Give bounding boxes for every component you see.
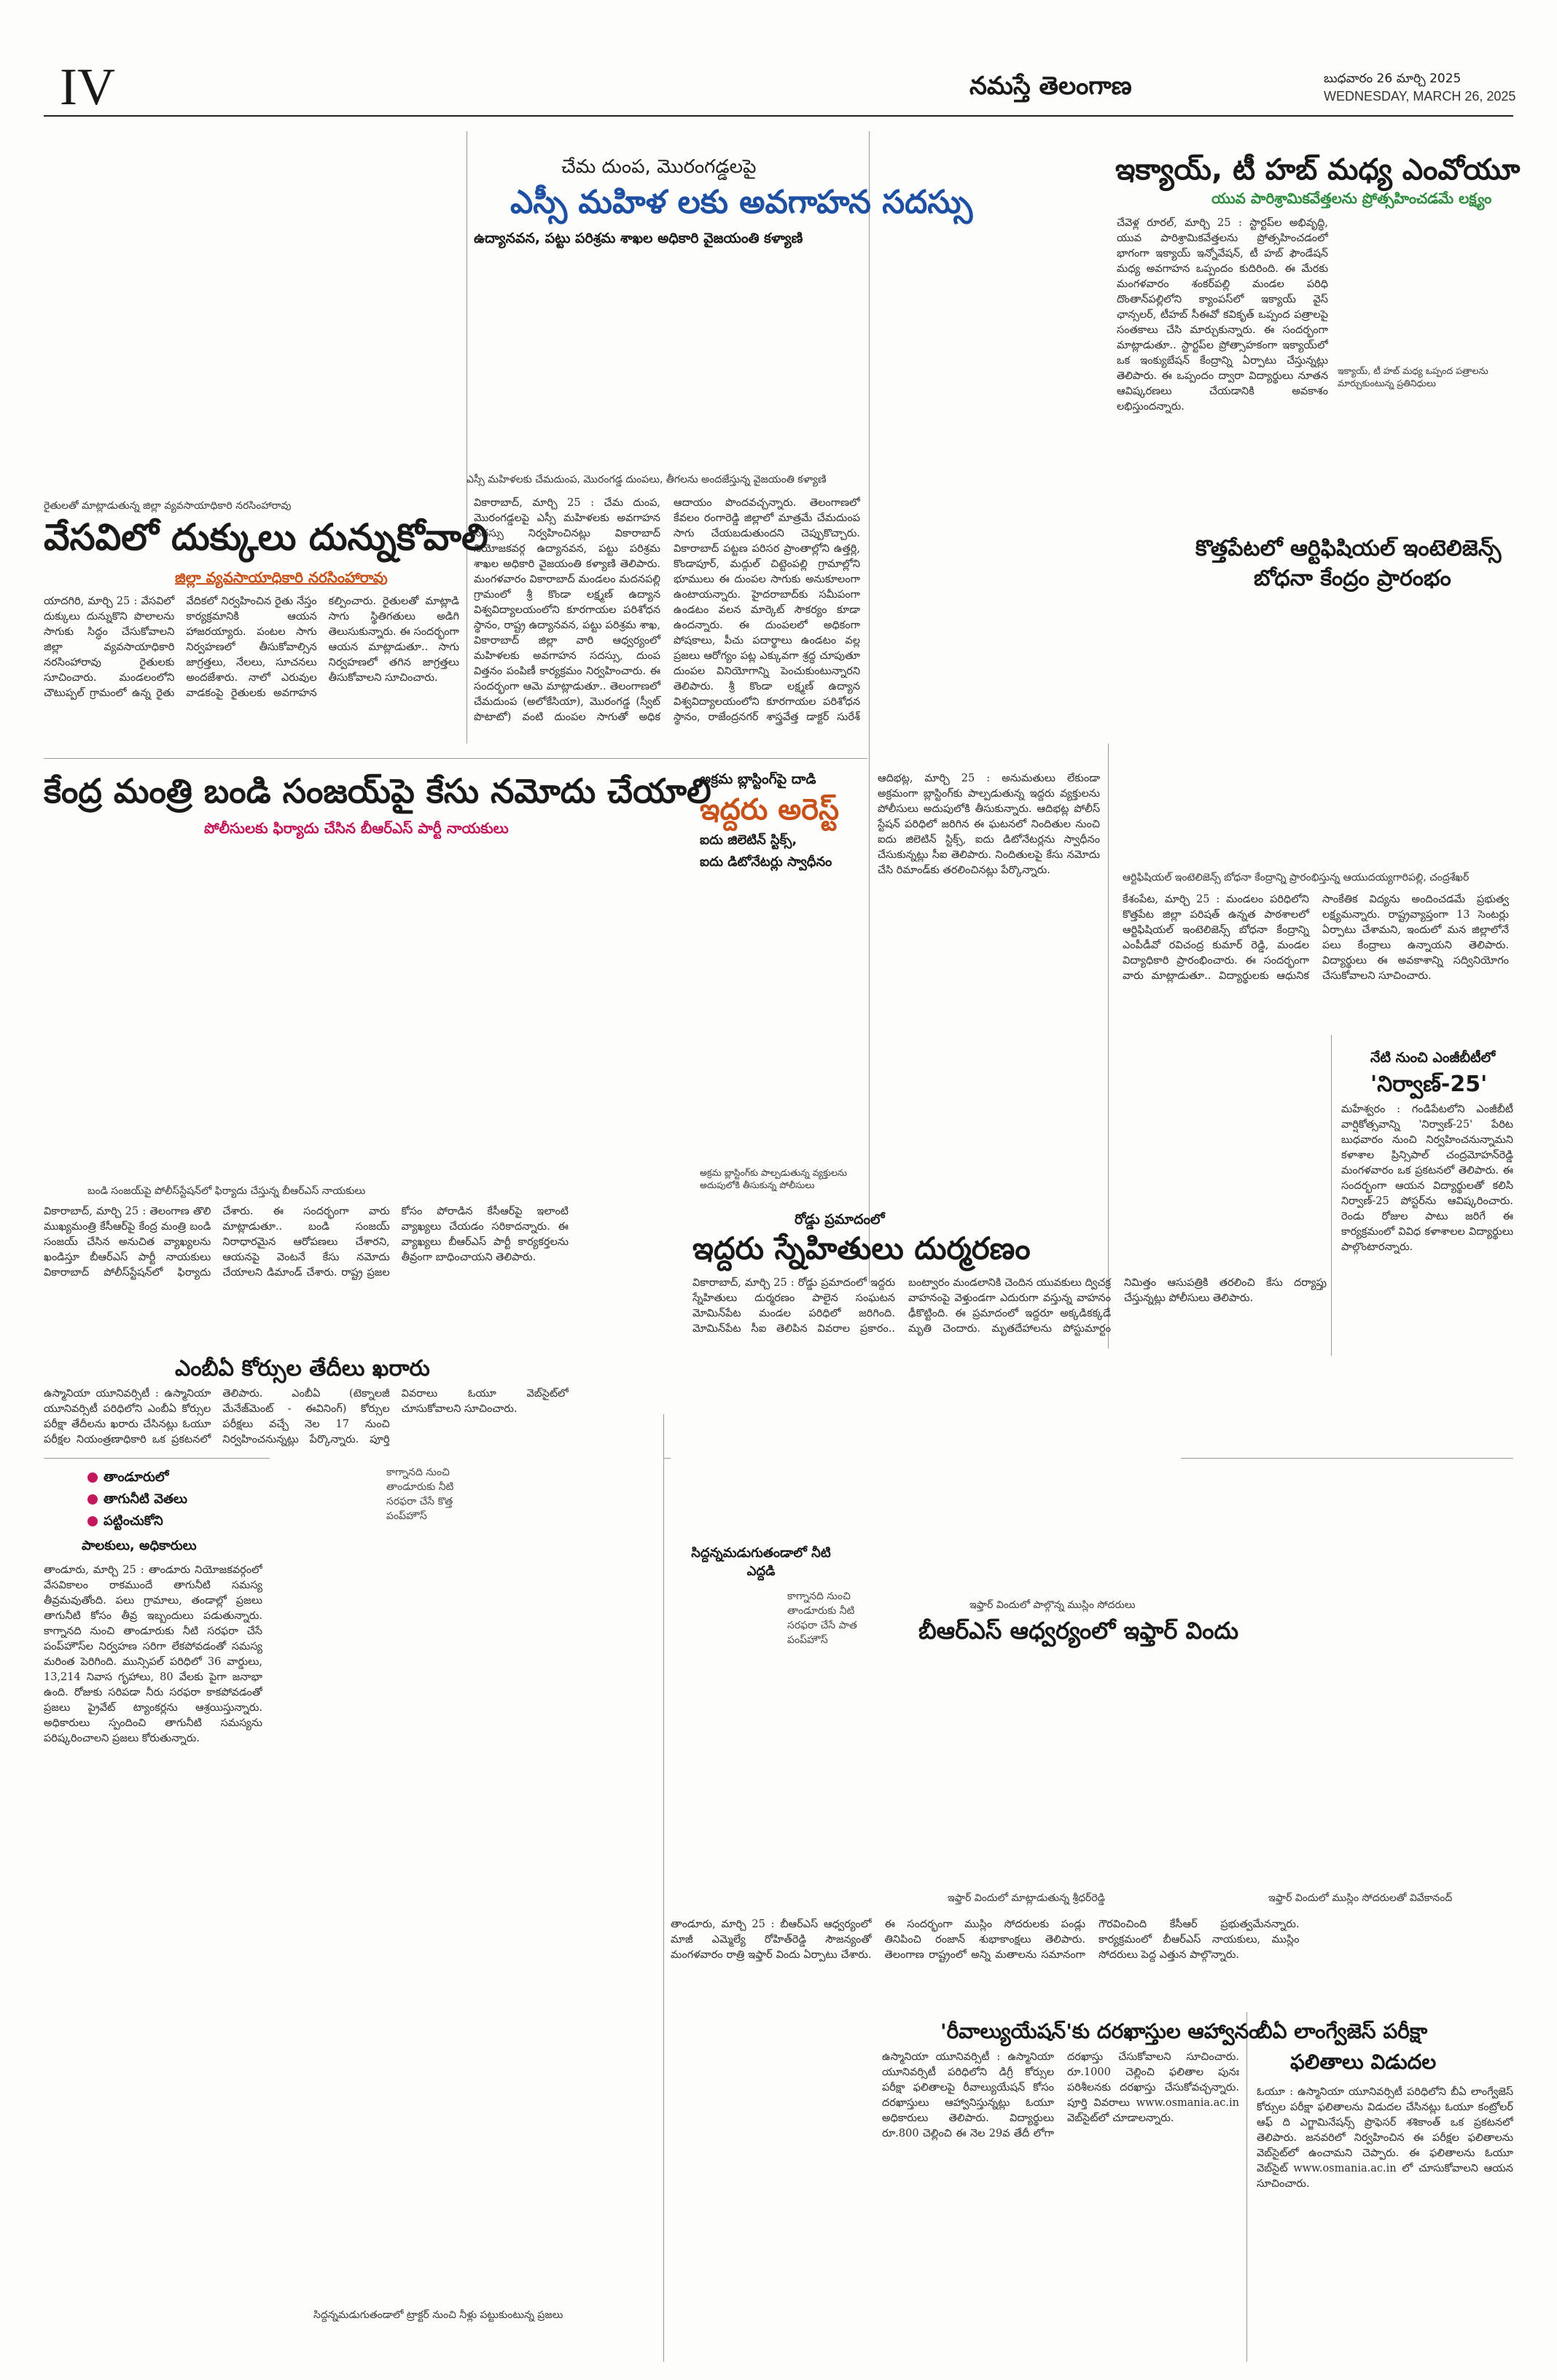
arrest-subhead-1: ఐదు జిలెటిన్ స్టిక్స్, [700, 832, 797, 848]
ba-results-headline-1: బీఏ లాంగ్వేజెస్ పరీక్షా [1257, 2019, 1428, 2043]
nirvana-kicker: నేటి నుంచి ఎంజీబీటీలో [1370, 1050, 1496, 1066]
iftar-caption-1: ఇఫ్తార్ విందులో మాట్లాడుతున్న శ్రీధర్‌రె… [948, 1892, 1105, 1904]
arrest-photo [583, 882, 856, 1163]
date-english: WEDNESDAY, MARCH 26, 2025 [1324, 89, 1516, 104]
ba-results-body: ఓయూ : ఉస్మానియా యూనివర్సిటీ పరిధిలోని బీ… [1257, 2086, 1513, 2190]
masthead: నమస్తే తెలంగాణ [969, 71, 1132, 101]
water-caption-3: కాగ్నానది నుంచి తాండూరుకు నీటి సరఫరా చేస… [787, 1591, 857, 1646]
water-bullet-1: తాండూరులో [104, 1470, 169, 1485]
sc-women-photo-caption: ఎస్సీ మహిళలకు చేమదుంప, మొరంగడ్డ దుంపలు, … [467, 474, 827, 485]
ai-center-photo [1123, 605, 1509, 867]
pumphouse-photo [671, 1458, 1181, 1582]
ikyai-headline: ఇక్యాయ్, టీ హబ్ మధ్య ఎంవోయూ [1115, 153, 1521, 187]
water-body: తాండూరు, మార్చి 25 : తాండూరు నియోజకవర్గం… [44, 1564, 262, 1744]
ikyai-body: చేవెళ్ల రూరల్, మార్చి 25 : స్టార్టప్‌ల అ… [1117, 217, 1328, 413]
iftar-photo-1 [882, 1655, 1232, 1888]
summer-kicker: రైతులతో మాట్లాడుతున్న జిల్లా వ్యవసాయాధిక… [44, 500, 292, 512]
iftar-photo-2 [1239, 1655, 1513, 1888]
water-photo-new-pumphouse [270, 1458, 663, 1662]
water-body-continued [671, 2012, 875, 2354]
ikyai-subhead: యువ పారిశ్రామికవేత్తలను ప్రోత్సహించడమే ల… [1211, 190, 1492, 207]
summer-body: యాదగిరి, మార్చి 25 : వేసవిలో దుక్కులు దు… [44, 596, 459, 699]
column-divider [869, 131, 870, 1283]
ikyai-photo-caption: ఇక్యాయ్, టీ హబ్ మధ్య ఒప్పంద పత్రాలను మార… [1338, 365, 1488, 389]
bandi-photo-caption: బండి సంజయ్‌పై పోలీస్‌స్టేషన్‌లో ఫిర్యాదు… [87, 1185, 366, 1197]
date-telugu: బుధవారం 26 మార్చి 2025 [1324, 71, 1462, 86]
ai-center-photo-caption: ఆర్టిఫిషియల్ ఇంటెలిజెన్స్ బోధనా కేంద్రాన… [1123, 872, 1470, 883]
summer-subhead: జిల్లా వ్యవసాయాధికారి నరసింహారావు [175, 569, 388, 586]
summer-headline: వేసవిలో దుక్కులు దున్నుకోవాలి [44, 516, 488, 558]
bandi-photo [44, 846, 569, 1181]
bandi-headline: కేంద్ర మంత్రి బండి సంజయ్‌పై కేసు నమోదు చ… [44, 771, 711, 811]
mba-headline: ఎంబీఏ కోర్సుల తేదీలు ఖరారు [175, 1356, 430, 1381]
accident-photo [1115, 1057, 1327, 1268]
iftar-headline: బీఆర్ఎస్ ఆధ్వర్యంలో ఇఫ్తార్ విందు [918, 1617, 1239, 1644]
arrest-subhead-2: ఐదు డిటోనేటర్లు స్వాధీనం [700, 854, 832, 870]
column-divider [1246, 2012, 1247, 2362]
iftar-kicker: ఇఫ్తార్ విందులో పాల్గొన్న ముస్లిం సోదరుల… [969, 1599, 1136, 1611]
header-rule [44, 115, 1513, 117]
column-divider [1331, 1035, 1332, 1356]
arrest-headline: ఇద్దరు అరెస్ట్ [700, 793, 840, 827]
ai-center-body: కేశంపేట, మార్చి 25 : మండలం పరిధిలోని కొత… [1123, 894, 1509, 982]
water-bullet-3: పట్టించుకోని [104, 1513, 163, 1529]
iftar-caption-2: ఇఫ్తార్ విందులో ముస్లిం సోదరులతో వివేకాన… [1268, 1892, 1453, 1904]
sc-women-subhead: ఉద్యానవన, పట్టు పరిశ్రమ శాఖల అధికారి వైజ… [474, 230, 803, 246]
bandi-body: వికారాబాద్, మార్చి 25 : తెలంగాణ తొలి ముఖ… [44, 1206, 569, 1279]
water-caption-1: కాగ్నానది నుంచి తాండూరుకు నీటి సరఫరా చేస… [386, 1467, 454, 1522]
ai-center-headline-1: కొత్తపేటలో ఆర్టిఫిషియల్ ఇంటెలిజెన్స్ [1195, 536, 1502, 561]
water-photo-tractor [270, 1961, 663, 2303]
ai-center-headline-2: బోధనా కేంద్రం ప్రారంభం [1254, 566, 1451, 591]
water-bullet-2: తాగునీటి వెతలు [104, 1491, 187, 1507]
nirvana-headline: 'నిర్వాణ్-25' [1370, 1072, 1488, 1097]
sc-women-body: వికారాబాద్, మార్చి 25 : చేమ దుంప, మొరంగడ… [474, 497, 860, 723]
mba-body: ఉస్మానియా యూనివర్సిటీ : ఉస్మానియా యూనివర… [44, 1388, 569, 1445]
arrest-kicker: అక్రమ బ్లాస్టింగ్‌పై దాడి [700, 771, 816, 787]
accident-kicker: రోడ్డు ప్రమాదంలో [795, 1212, 885, 1228]
arrest-photo-caption: అక్రమ బ్లాస్టింగ్‌కు పాల్పడుతున్న వ్యక్త… [700, 1167, 847, 1190]
ba-results-headline-2: ఫలితాలు విడుదల [1290, 2050, 1437, 2074]
page-number: IV [60, 58, 115, 116]
accident-body: వికారాబాద్, మార్చి 25 : రోడ్డు ప్రమాదంలో… [692, 1277, 1327, 1335]
column-divider [1108, 744, 1109, 1349]
water-caption-2: సిద్దన్నమడుగుతండాలో నీటి ఎద్దడి [691, 1545, 831, 1579]
sc-women-kicker: చేమ దుంప, మొరంగడ్డలపై [561, 156, 757, 178]
section-rule [44, 758, 867, 759]
revaluation-headline: 'రీవాల్యుయేషన్'కు దరఖాస్తుల ఆహ్వానం [940, 2019, 1260, 2043]
summer-photo [44, 131, 459, 496]
revaluation-body: ఉస్మానియా యూనివర్సిటీ : ఉస్మానియా యూనివర… [882, 2051, 1239, 2139]
sc-women-headline: ఎస్సీ మహిళ లకు అవగాహన సదస్సు [510, 184, 973, 221]
water-bullets: తాండూరులో తాగునీటి వెతలు పట్టించుకోని [87, 1467, 187, 1532]
arrest-body: ఆదిభట్ల, మార్చి 25 : అనుమతులు లేకుండా అక… [878, 773, 1100, 876]
ikyai-photo [1338, 216, 1513, 362]
accident-headline: ఇద్దరు స్నేహితులు దుర్మరణం [692, 1230, 1031, 1266]
water-subhead: పాలకులు, అధికారులు [82, 1538, 197, 1553]
nirvana-body: మహేశ్వరం : గండిపేటలోని ఎంజీబీటీ వార్షికో… [1341, 1104, 1513, 1253]
water-caption-4: సిద్దన్నమడుగుతండాలో ట్రాక్టర్ నుంచి నీళ్… [313, 2309, 563, 2321]
iftar-body: తాండూరు, మార్చి 25 : బీఆర్ఎస్ ఆధ్వర్యంలో… [671, 1919, 1300, 1961]
sc-women-photo [474, 255, 860, 467]
bandi-subhead: పోలీసులకు ఫిర్యాదు చేసిన బీఆర్ఎస్ పార్టీ… [204, 819, 509, 837]
column-divider [663, 1414, 664, 2362]
